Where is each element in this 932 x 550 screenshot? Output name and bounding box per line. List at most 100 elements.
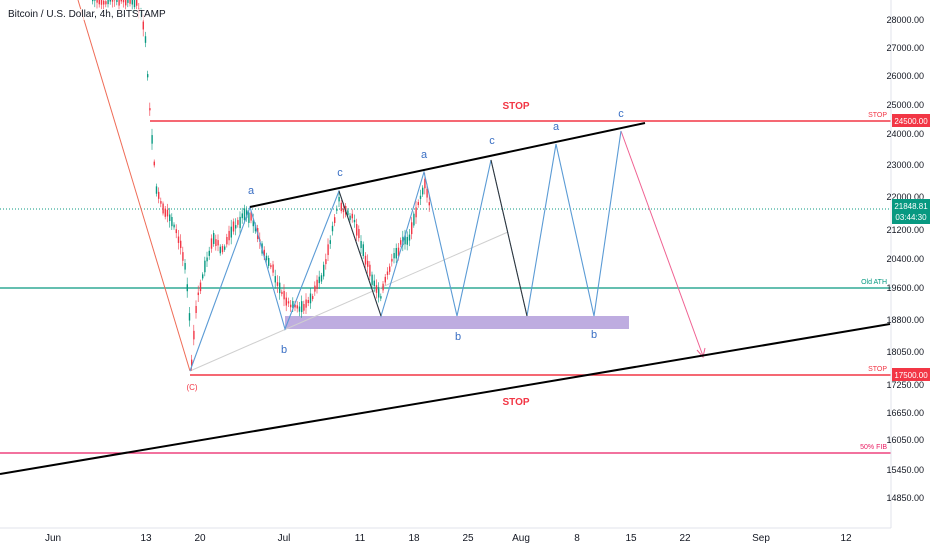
lower-trendline [0,323,891,475]
candle-body [323,264,325,277]
candle-body [279,282,281,294]
candle-body [334,217,336,224]
candle-body [136,0,138,6]
candle-body [316,279,318,289]
time-axis[interactable]: Jun 13 20 Jul 11 18 25 Aug 8 15 22 Sep 12 [45,533,852,544]
candle-body [162,203,164,214]
time-tick-label: Jul [278,533,291,544]
price-tick-label: 17250.00 [886,380,924,390]
price-tick-label: 16050.00 [886,435,924,445]
candle-body [122,0,125,3]
candle-body [360,240,362,249]
candle-body [252,220,254,227]
candle-body [325,259,327,265]
candle-body [228,230,230,241]
candle-body [294,304,296,308]
price-tick-label: 22000.00 [886,192,924,202]
candle-body [96,0,98,3]
candle-body [111,0,114,2]
candle-body [307,299,309,304]
price-tick-label: 27000.00 [886,43,924,53]
stop-price-badge-lower [892,368,930,381]
candle-body [342,208,345,213]
projection-arrow-head [696,347,706,359]
candle-body [375,285,378,293]
candle-body [125,0,127,6]
time-tick-label: 8 [574,533,580,544]
candle-body [338,196,340,202]
current-price-badge [892,199,930,224]
candle-body [149,108,151,111]
candle-body [364,255,367,265]
candle-body [224,246,226,250]
candle-body [142,21,144,30]
candle-body [180,240,182,249]
candle-body [103,0,105,5]
candle-body [92,0,94,2]
candle-body [107,0,109,5]
stop-label-upper: STOP [502,101,529,112]
candle-body [210,238,213,249]
price-tick-label: 16650.00 [886,408,924,418]
candle-body [285,297,287,306]
price-axis[interactable]: 28000.00 27000.00 26000.00 25000.00 24000.00… [886,15,924,503]
price-tick-label: 15450.00 [886,465,924,475]
candle-body [318,276,320,284]
time-tick-label: Aug [512,533,530,544]
candle-body [415,207,417,218]
candle-body [155,186,158,194]
candle-body [411,222,413,235]
wave-label: b [455,331,461,343]
fib-tag: 50% FIB [860,444,887,451]
candle-body [386,271,389,275]
wave-label: c [337,167,343,179]
candle-body [151,135,153,144]
old-ath-tag: Old ATH [861,279,887,286]
candle-body [406,236,408,245]
candle-body [193,330,195,340]
wave-label-c-paren: (C) [186,383,197,392]
candle-body [391,258,393,262]
candle-body [232,221,235,232]
time-tick-label: 15 [625,533,637,544]
price-tick-label: 18800.00 [886,315,924,325]
candle-body [389,266,391,272]
candle-body [358,229,360,239]
candle-body [329,240,331,244]
candle-body [169,214,171,222]
candle-body [131,0,133,5]
candle-body [274,276,276,283]
candle-body [347,210,349,216]
candle-body [215,239,217,247]
candle-body [197,292,199,296]
candle-body [320,275,323,282]
candle-body [395,248,397,259]
candle-body [100,0,103,5]
wave-label: a [553,121,560,133]
price-tick-label: 19600.00 [886,283,924,293]
wave-label: c [618,108,624,120]
candle-body [362,244,364,257]
candle-body [263,249,265,257]
candle-body [305,299,307,308]
candle-body [367,260,369,267]
candle-body [250,212,252,221]
candle-body [327,244,329,256]
candle-body [378,287,380,298]
stop-label-lower: STOP [502,397,529,408]
chart-title: Bitcoin / U.S. Dollar, 4h, BITSTAMP [6,9,168,20]
candle-body [292,300,294,309]
candle-body [116,0,118,3]
stop-tag-lower: STOP [868,366,887,373]
candle-body [246,210,248,218]
candle-body [301,301,303,313]
candle-body [241,213,243,219]
candle-body [177,236,180,243]
candle-body [191,359,193,367]
candle-body [290,304,292,308]
candle-body [171,217,173,227]
candle-body [419,195,422,199]
candle-body [118,0,120,6]
